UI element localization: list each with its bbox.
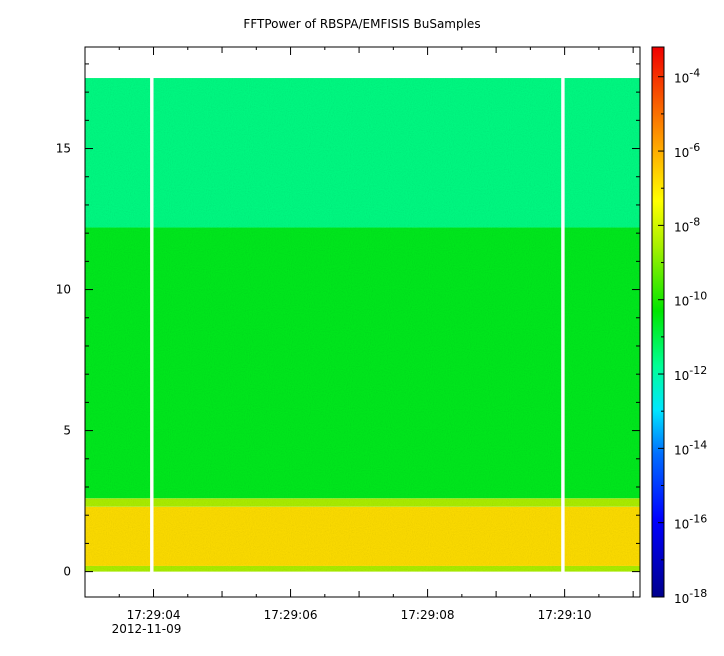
data-gap-0: [150, 77, 154, 573]
colorbar-tick-label: 10-4: [674, 67, 700, 86]
spectrogram-band-3: [85, 227, 640, 499]
x-tick-label: 17:29:10: [538, 608, 592, 622]
colorbar-tick-label: 10-16: [674, 513, 707, 532]
colorbar-tick-label: 10-10: [674, 290, 707, 309]
data-gap-1: [561, 77, 565, 573]
spectrogram-band-4: [85, 78, 640, 228]
x-tick-date-label: 2012-11-09: [112, 622, 182, 636]
plot-frame: [84, 46, 641, 598]
spectrogram-band-0: [85, 565, 640, 572]
spectrogram-band-2: [85, 498, 640, 507]
colorbar-tick-label: 10-14: [674, 438, 707, 457]
colorbar-tick-label: 10-12: [674, 364, 707, 383]
colorbar-tick-label: 10-8: [674, 215, 700, 234]
x-tick-label: 17:29:04: [127, 608, 181, 622]
x-tick-label: 17:29:06: [264, 608, 318, 622]
y-tick-label: 15: [56, 142, 71, 156]
chart-title: FFTPower of RBSPA/EMFISIS BuSamples: [243, 17, 481, 31]
spectrogram-band-1: [85, 506, 640, 566]
colorbar: 10-4 10-6 10-8 10-10 10-12 10-14 10-16 10-18: [651, 46, 707, 606]
y-tick-label: 5: [63, 424, 71, 438]
colorbar-gradient: [652, 47, 664, 597]
y-tick-label: 10: [56, 283, 71, 297]
y-tick-label: 0: [63, 565, 71, 579]
x-tick-label: 17:29:08: [401, 608, 455, 622]
colorbar-tick-label: 10-6: [674, 141, 700, 160]
colorbar-tick-label: 10-18: [674, 587, 707, 606]
